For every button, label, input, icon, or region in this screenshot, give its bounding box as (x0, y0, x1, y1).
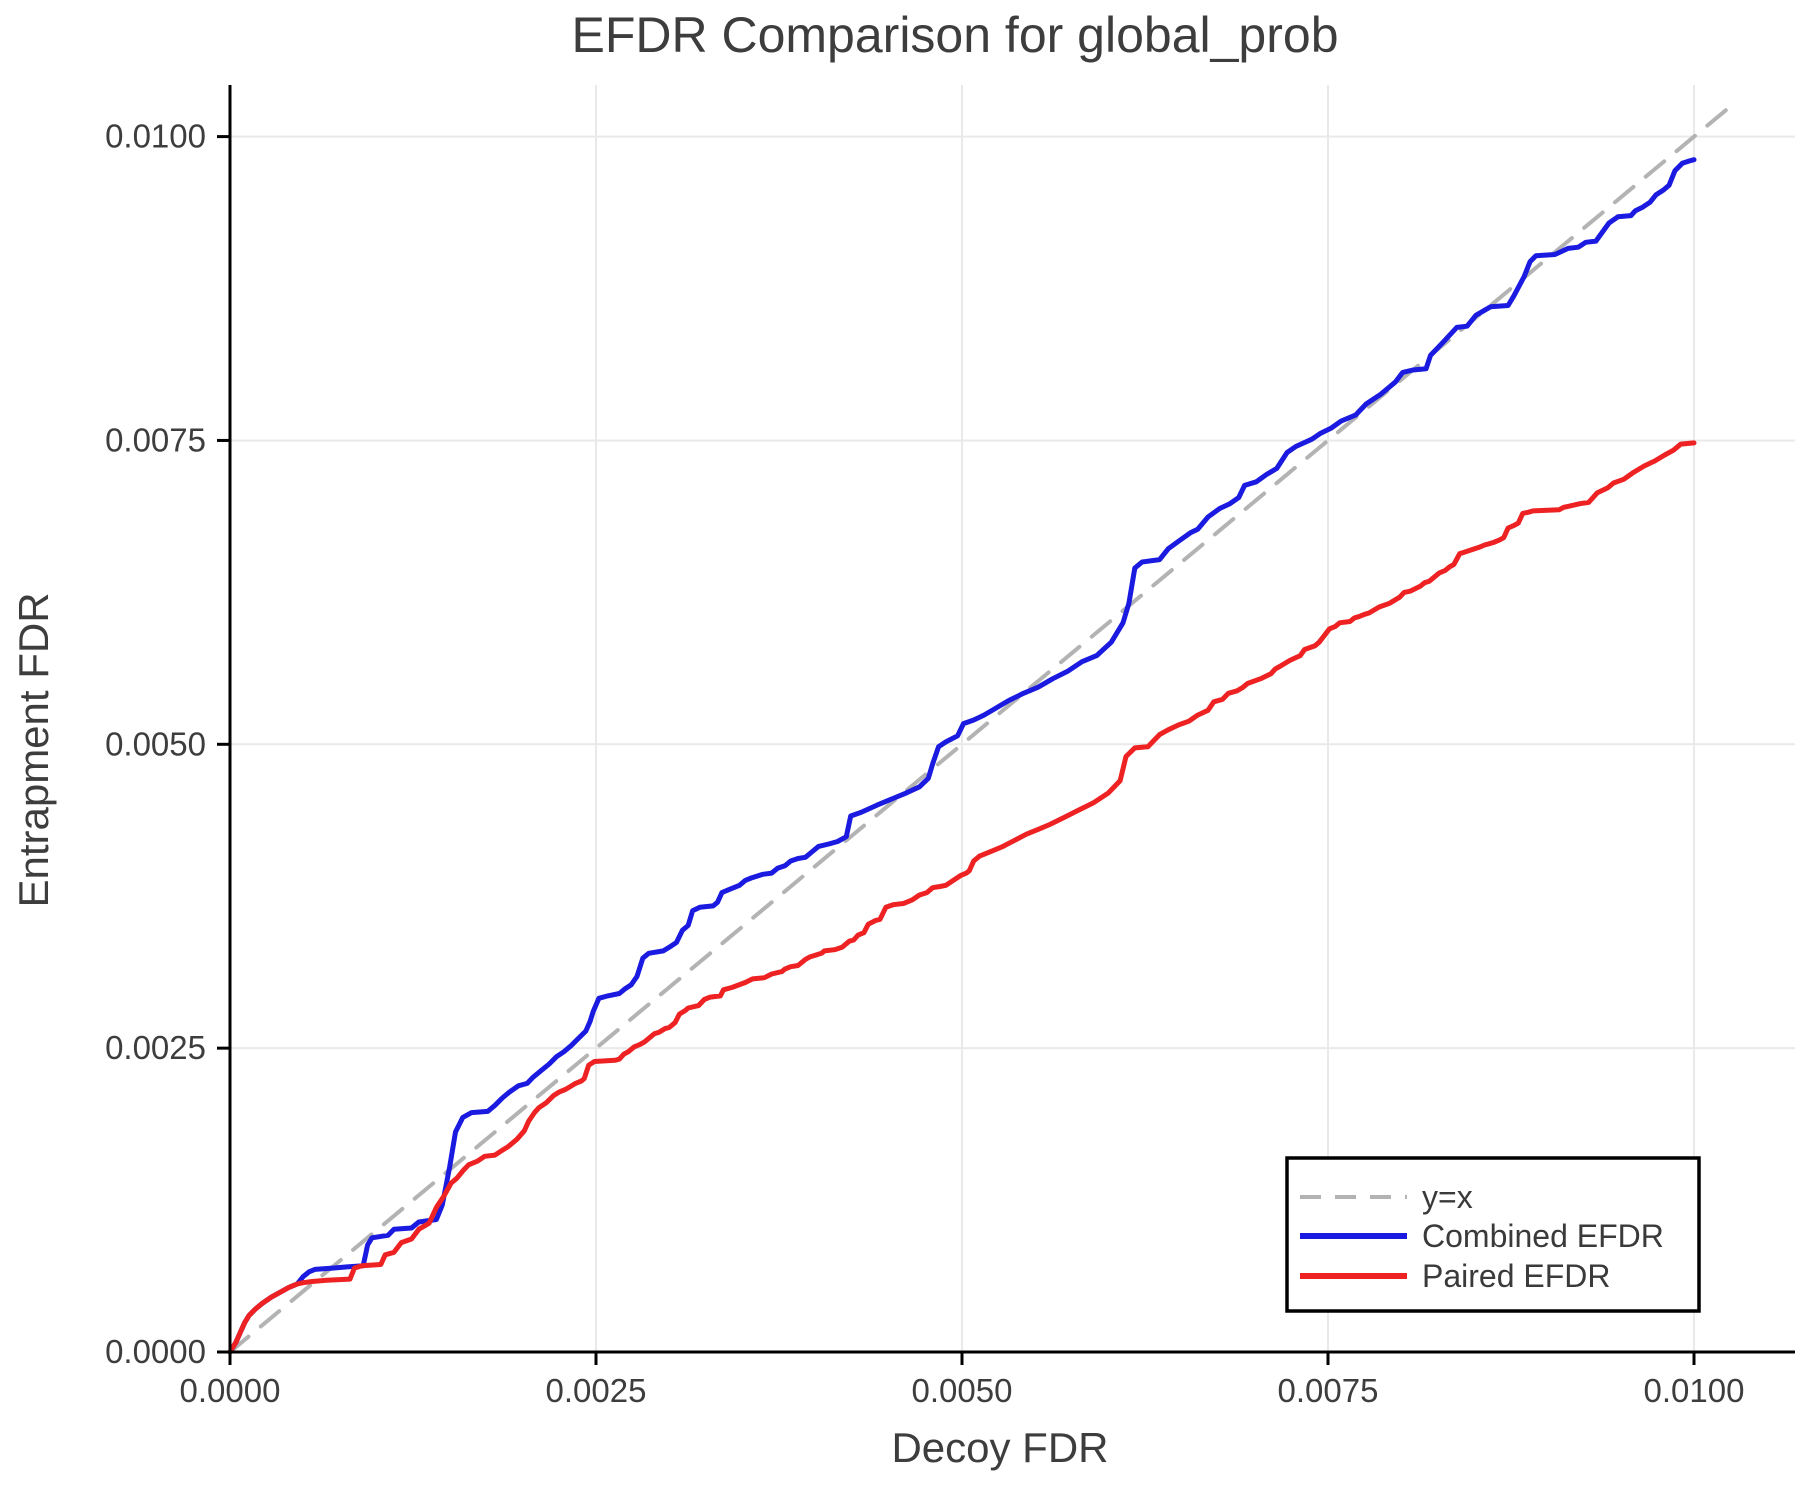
legend-combined-label: Combined EFDR (1422, 1218, 1664, 1254)
series-line-paired-efdr (227, 440, 1697, 1355)
y-axis-title: Entrapment FDR (10, 592, 57, 907)
axis-spines (228, 85, 1795, 1354)
legend-identity-label: y=x (1422, 1179, 1473, 1215)
series-line-y-x (228, 100, 1738, 1354)
tick-layer: 0.0000 0.0025 0.0050 0.0075 0.0100 0.0000 0.00… (105, 118, 1744, 1409)
x-tick-label: 0.0025 (546, 1372, 647, 1409)
legend-paired-label: Paired EFDR (1422, 1258, 1611, 1294)
y-tick-label: 0.0000 (105, 1333, 206, 1370)
y-tick-label: 0.0050 (105, 725, 206, 762)
y-tick-label: 0.0025 (105, 1029, 206, 1066)
series-layer (227, 100, 1738, 1355)
legend: y=x Combined EFDR Paired EFDR (1285, 1156, 1701, 1313)
x-axis-title: Decoy FDR (891, 1424, 1108, 1471)
x-tick-label: 0.0050 (912, 1372, 1013, 1409)
y-tick-label: 0.0100 (105, 118, 206, 155)
x-tick-label: 0.0000 (180, 1372, 281, 1409)
grid-layer (230, 85, 1795, 1352)
chart-title: EFDR Comparison for global_prob (571, 7, 1338, 63)
x-tick-label: 0.0100 (1644, 1372, 1745, 1409)
series-line-combined-efdr (227, 157, 1697, 1355)
x-tick-label: 0.0075 (1278, 1372, 1379, 1409)
y-tick-label: 0.0075 (105, 421, 206, 458)
